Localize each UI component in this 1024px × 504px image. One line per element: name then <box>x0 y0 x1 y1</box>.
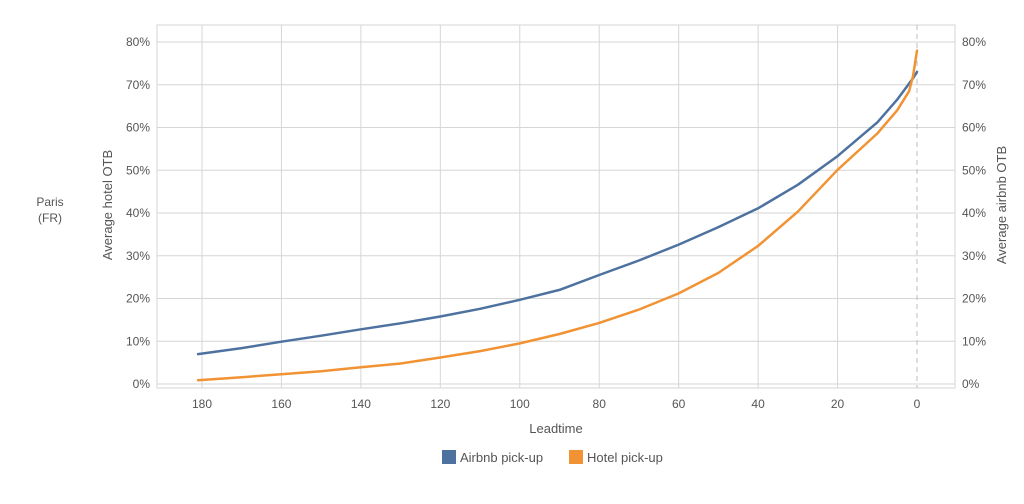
y-tick-label-left: 40% <box>126 206 150 220</box>
axes: 0% 0% 10% 10% 20% 20% 30% 30% 40% 40% 50% 50% 60% 60%… <box>126 35 986 411</box>
y-tick-label-right: 50% <box>962 163 986 177</box>
series-line-hotel-pick-up <box>196 49 919 382</box>
x-tick-label: 60 <box>672 397 686 411</box>
panel-label-country: (FR) <box>38 211 62 225</box>
y-tick-label-left: 70% <box>126 78 150 92</box>
y-tick-label-left: 20% <box>126 292 150 306</box>
grid <box>156 24 956 389</box>
y-tick-label-left: 50% <box>126 163 150 177</box>
axis-labels: Leadtime Average hotel OTB Average airbnb … <box>100 146 1009 436</box>
y-tick-label-right: 30% <box>962 249 986 263</box>
x-tick-label: 120 <box>430 397 450 411</box>
x-tick-label: 0 <box>914 397 921 411</box>
x-tick-label: 20 <box>831 397 845 411</box>
y-tick-label-right: 40% <box>962 206 986 220</box>
legend-label[interactable]: Airbnb pick-up <box>460 450 543 465</box>
legend-label[interactable]: Hotel pick-up <box>587 450 663 465</box>
legend-swatch[interactable] <box>442 450 456 464</box>
y-tick-label-left: 0% <box>133 377 151 391</box>
panel-label: Paris (FR) <box>22 194 78 226</box>
y-tick-label-left: 30% <box>126 249 150 263</box>
plot-frame <box>156 24 956 389</box>
y-tick-label-right: 70% <box>962 78 986 92</box>
x-tick-label: 80 <box>593 397 607 411</box>
series-line-airbnb-pick-up <box>196 70 919 356</box>
y-tick-label-left: 80% <box>126 35 150 49</box>
y-tick-label-left: 10% <box>126 334 150 348</box>
x-tick-label: 100 <box>510 397 530 411</box>
y-tick-label-right: 60% <box>962 121 986 135</box>
legend-swatch[interactable] <box>569 450 583 464</box>
y-tick-label-right: 10% <box>962 334 986 348</box>
y-axis-title-right: Average airbnb OTB <box>994 146 1009 264</box>
y-tick-label-right: 80% <box>962 35 986 49</box>
y-axis-title-left: Average hotel OTB <box>100 150 115 260</box>
series-lines <box>196 49 919 382</box>
x-tick-label: 160 <box>271 397 291 411</box>
y-tick-label-right: 20% <box>962 292 986 306</box>
panel-label-city: Paris <box>36 195 64 209</box>
x-axis-title: Leadtime <box>529 421 582 436</box>
y-tick-label-left: 60% <box>126 121 150 135</box>
x-tick-label: 140 <box>351 397 371 411</box>
x-tick-label: 180 <box>192 397 212 411</box>
x-tick-label: 40 <box>751 397 765 411</box>
y-tick-label-right: 0% <box>962 377 980 391</box>
legend[interactable]: Airbnb pick-up Hotel pick-up <box>442 450 663 465</box>
